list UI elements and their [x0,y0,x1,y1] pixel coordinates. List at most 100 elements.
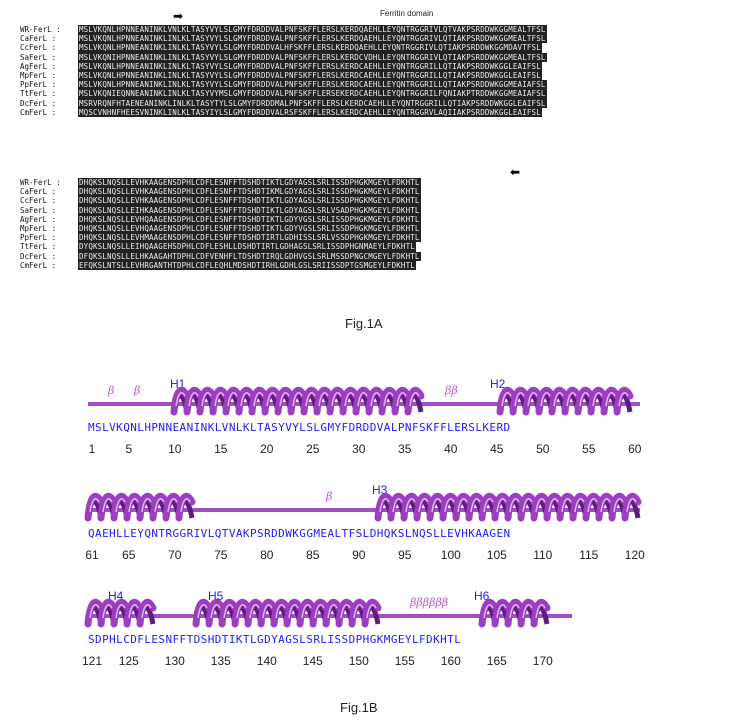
helix-segment [84,598,157,628]
ticks-row-2: 61 65 70 75 80 85 90 95 100 105 110 115 120 [85,548,648,564]
helix-segment [170,386,425,416]
aligned-sequence: MSLVKQNLHPNNEANINKLINLKLTASYVYLSLGMYFDRD… [78,43,542,53]
aligned-sequence: MSLVKQNLHPNNEANINKLINLKLTASYVYLSLGMYFDRD… [78,70,542,81]
sequence-name: WR-FerL : [20,178,61,187]
sequence-name: CaFerL : [20,187,57,197]
helix-segment [192,598,382,628]
sequence-name: AgFerL : [20,214,57,224]
residue-number-tick: 95 [398,548,412,562]
alignment-row: AgFerL : DHQKSLNQSLLEVHQAAGENSDPHLCDFLESN… [20,214,421,224]
ss-diagram-row-3 [84,598,572,628]
residue-number-tick: 125 [118,654,139,668]
sequence-name: SaFerL : [20,205,57,215]
aligned-sequence: MQSCVNHNFHEESVNINKLINLKLTASYIYLSLGMYFDRD… [78,107,542,117]
sequence-name: CaFerL : [20,34,57,44]
residue-number-tick: 100 [440,548,461,562]
alignment-row: MpFerL : DHQKSLNQSLLEVHQAAGENSDPHLCDFLESN… [20,223,421,234]
residue-number-tick: 5 [125,442,133,456]
alignment-row: TtFerL : MSLVKQNIEQNNEANINKLINLKLTASYVYMS… [20,89,547,99]
beta-label: β [326,490,333,503]
alignment-row: WR-FerL : MSLVKQNLHPNNEANINKLVNLKLTASYVYL… [20,25,547,35]
aligned-sequence: MSRVRQNFHTAENEANINKLINLKLTASYTYLSLGMYFDR… [78,98,547,108]
primer-forward-arrow-icon: ➡ [173,9,184,23]
ss-row-2: H3 β QAEHLLEYQNTRGGRIVLQTVAKPSRDDWKGGMEA… [84,480,645,570]
primer-reverse-arrow-icon: ⬅ [510,165,521,179]
helix-label-h2: H2 [490,377,506,391]
sequence-name: CcFerL : [20,196,57,206]
beta-label: ββ [445,384,458,397]
fig1a-caption: Fig.1A [345,316,383,331]
fig1b-caption: Fig.1B [340,700,378,715]
aligned-sequence: DHQKSLNQSLLEVHKAAGENSDPHLCDFLESNFFTDSHDT… [78,178,421,188]
residue-number-tick: 20 [260,442,274,456]
aligned-sequence: DHQKSLNQSLLEVHQAAGENSDPHLCDFLESNFFTDSHDT… [78,214,421,224]
residue-number-tick: 85 [306,548,320,562]
aligned-sequence: MSLVKQNLHPNNEANINKLVNLKLTASYVYLSLGMYFDRD… [78,25,547,35]
coil-line [88,508,640,512]
alignment-row: PpFerL : MSLVKQNLHPNNEANINKLINLKLTASYVYLS… [20,80,547,90]
residue-number-tick: 80 [260,548,274,562]
aligned-sequence: DHQKSLNQSLLEVHQAAGENSDPHLCDFLESNFFTDSHDT… [78,223,421,234]
aligned-sequence: DHQKSLNQSLLEVHMAAGENSDPHLCDFLESNFFTDSHDT… [78,233,421,243]
sequence-name: CcFerL : [20,43,57,53]
residue-number-tick: 30 [352,442,366,456]
alignment-row: WR-FerL : DHQKSLNQSLLEVHKAAGENSDPHLCDFLES… [20,178,421,188]
residue-number-tick: 145 [302,654,323,668]
residue-number-tick: 15 [214,442,228,456]
aligned-sequence: MSLVKQNIEQNNEANINKLINLKLTASYVYMSLGMYFDRD… [78,89,547,99]
sequence-name: SaFerL : [20,52,57,62]
sequence-name: TtFerL : [20,242,57,252]
residue-number-tick: 1 [88,442,96,456]
aligned-sequence: DHQKSLNQSLLEVHKAAGENSDPHLCDFLESNFFTDSHDT… [78,196,421,206]
alignment-row: CmFerL : EFQKSLNTSLLEVHRGANTHTDPHLCDFLEQH… [20,260,421,270]
alignment-row: CaFerL : DHQKSLNQSLLEVHKAAGENSDPHLCDFLESN… [20,187,421,197]
beta-label: ββββββ [410,596,449,609]
aligned-sequence: DHQKSLNQSLLEIHKAAGENSDPHLCDFLESNFFTDSHDT… [78,205,421,215]
coil-line [88,402,640,406]
alignment-row: TtFerL : DYQKSLNQSLLEIHQAAGEHSDPHLCDFLESH… [20,242,421,252]
residue-number-tick: 121 [81,654,103,668]
helix-label-h6: H6 [474,589,490,603]
ticks-row-1: 1 5 10 15 20 25 30 35 40 45 50 55 60 [88,442,648,458]
residue-number-tick: 140 [256,654,277,668]
residue-number-tick: 61 [85,548,99,562]
ss-diagram-row-1 [88,386,640,416]
helix-segment [84,492,196,522]
residue-number-tick: 165 [486,654,507,668]
ss-diagram-row-2 [84,492,642,522]
ss-row-3: H4 H5 H6 ββββββ SDPHLCDFLESNFFTDSHDTIKTL… [82,586,640,676]
residue-number-tick: 10 [168,442,182,456]
sequence-row-1: MSLVKQNLHPNNEANINKLVNLKLTASYVYLSLGMYFDRD… [88,421,511,434]
aligned-sequence: MSLVKQNLHPNNEANINKLINLKLTASYVYLSLGMYFDRD… [78,80,547,90]
alignment-row: CmFerL : MQSCVNHNFHEESVNINKLINLKLTASYIYLS… [20,107,547,117]
residue-number-tick: 45 [490,442,504,456]
beta-label: β [134,384,141,397]
alignment-row: CaFerL : MSLVKQNLHPNNEANINKLINLKLTASYVYLS… [20,34,547,44]
alignment-row: SaFerL : DHQKSLNQSLLEIHKAAGENSDPHLCDFLESN… [20,205,421,215]
helix-label-h5: H5 [208,589,224,603]
residue-number-tick: 130 [164,654,185,668]
alignment-block-1: WR-FerL : MSLVKQNLHPNNEANINKLVNLKLTASYVYL… [20,25,547,117]
residue-number-tick: 50 [536,442,550,456]
residue-number-tick: 110 [533,548,553,562]
ticks-row-3: 121 125 130 135 140 145 150 155 160 165 170 [82,654,648,670]
beta-label: β [108,384,115,397]
sequence-row-2: QAEHLLEYQNTRGGRIVLQTVAKPSRDDWKGGMEALTFSL… [88,527,511,540]
residue-number-tick: 120 [624,548,645,562]
residue-number-tick: 75 [214,548,228,562]
residue-number-tick: 65 [122,548,136,562]
sequence-name: CmFerL : [20,260,57,270]
residue-number-tick: 135 [210,654,231,668]
alignment-row: AgFerL : MSLVKQNLHPNNEANINKLINLKLTASYVYLS… [20,61,547,71]
alignment-row: CcFerL : DHQKSLNQSLLEVHKAAGENSDPHLCDFLESN… [20,196,421,206]
residue-number-tick: 105 [486,548,507,562]
residue-number-tick: 115 [579,548,599,562]
alignment-row: PpFerL : DHQKSLNQSLLEVHMAAGENSDPHLCDFLESN… [20,233,421,243]
aligned-sequence: DYQKSLNQSLLEIHQAAGEHSDPHLCDFLESHLLDSHDTI… [78,242,416,252]
residue-number-tick: 70 [168,548,182,562]
aligned-sequence: MSLVKQNLHPNNEANINKLINLKLTASYVYLSLGMYFDRD… [78,34,547,44]
sequence-row-3: SDPHLCDFLESNFFTDSHDTIKTLGDYAGSLSRLISSDPH… [88,633,462,646]
sequence-name: TtFerL : [20,89,57,99]
alignment-row: CcFerL : MSLVKQNLHPNNEANINKLINLKLTASYVYLS… [20,43,547,53]
residue-number-tick: 155 [394,654,415,668]
